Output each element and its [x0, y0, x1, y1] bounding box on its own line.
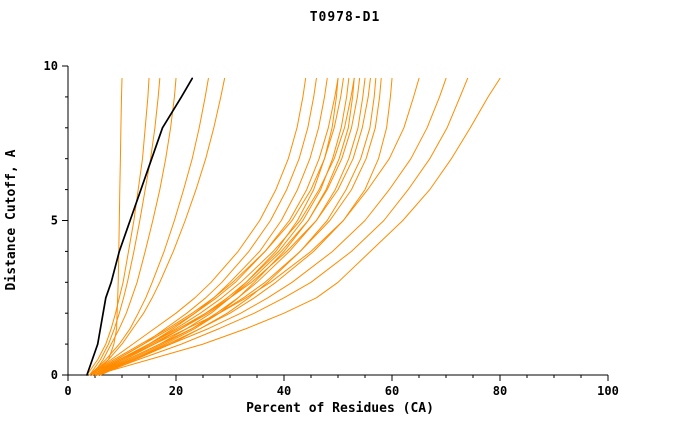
series-line-model-04 [91, 77, 177, 376]
series-line-model-09 [94, 77, 328, 376]
series-line-model-12 [89, 77, 344, 376]
x-tick-label: 40 [277, 384, 291, 398]
series-line-model-23 [94, 77, 447, 376]
tick-labels: 0 20 40 60 80 100 0 5 10 [44, 59, 619, 398]
series-line-model-02 [86, 77, 150, 376]
series-line-model-06 [91, 77, 226, 376]
series-line-model-19 [99, 77, 377, 376]
x-tick-label: 80 [493, 384, 507, 398]
x-tick-label: 60 [385, 384, 399, 398]
series-line-model-24 [97, 77, 469, 376]
series-line-highlight-model [86, 77, 194, 376]
x-axis-label: Percent of Residues (CA) [246, 401, 434, 416]
x-tick-label: 0 [64, 384, 71, 398]
x-tick-label: 20 [169, 384, 183, 398]
series-line-model-10 [89, 77, 339, 376]
series-line-model-17 [97, 77, 366, 376]
series-line-model-20 [94, 77, 382, 376]
series-line-model-01 [89, 77, 123, 376]
series-line-model-16 [94, 77, 361, 376]
series-line-model-21 [97, 77, 393, 376]
series-line-model-05 [89, 77, 209, 376]
series-line-model-11 [97, 77, 339, 376]
series-line-model-22 [91, 77, 420, 376]
y-tick-label: 10 [44, 59, 58, 73]
y-tick-label: 0 [51, 368, 58, 382]
chart-title: T0978-D1 [310, 10, 381, 25]
x-tick-label: 100 [597, 384, 619, 398]
series-line-model-07 [89, 77, 307, 376]
y-axis-label: Distance Cutoff, A [4, 149, 19, 290]
series-lines [86, 77, 501, 376]
y-tick-label: 5 [51, 214, 58, 228]
series-line-model-03 [89, 77, 161, 376]
series-line-model-25 [94, 77, 501, 376]
axes [62, 65, 609, 381]
series-line-model-18 [91, 77, 371, 376]
